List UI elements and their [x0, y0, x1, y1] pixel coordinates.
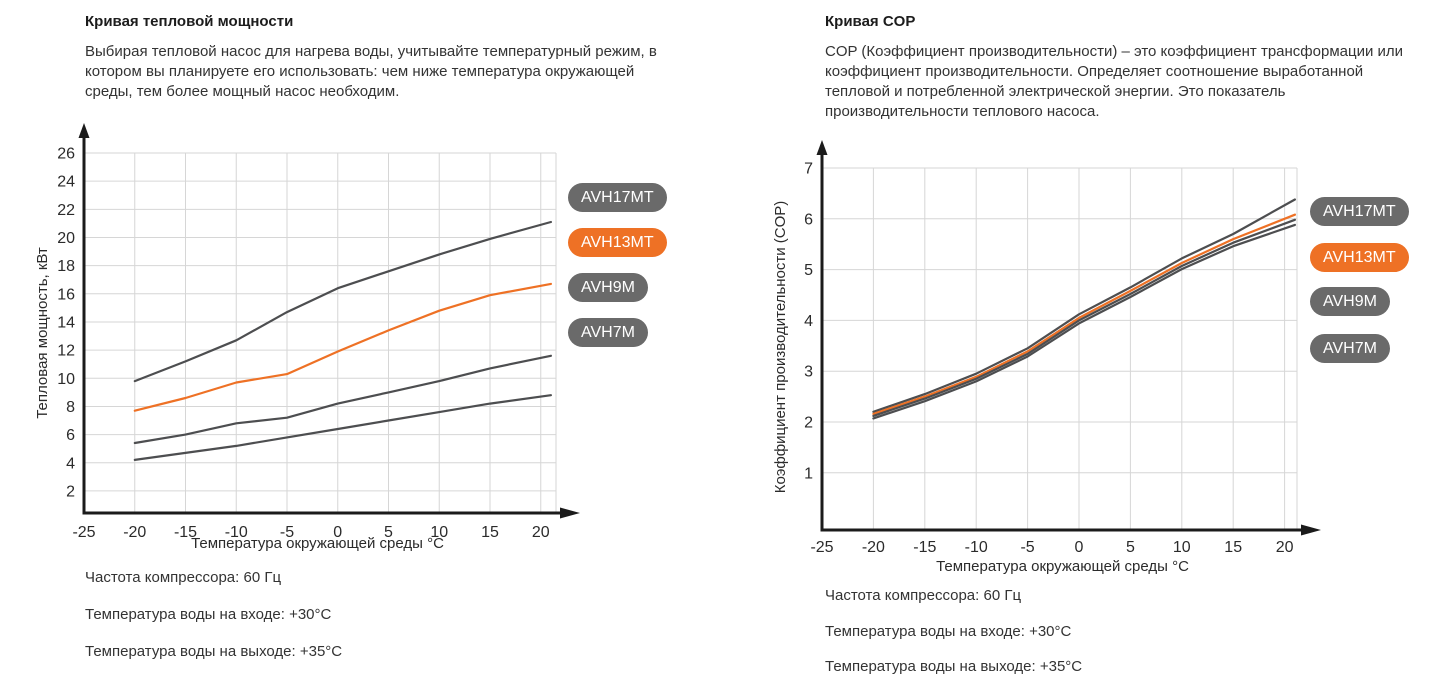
x-axis-arrow-icon: [1301, 524, 1321, 536]
y-tick-label: 6: [804, 211, 813, 228]
curve-avh17mt: [133, 220, 553, 383]
y-tick-label: 1: [804, 465, 813, 482]
tick-labels: -25 -20 -15 -10 -5 0 5 10 15 20 1 2 3 4 5 6 7: [804, 161, 1294, 557]
heat-power-chart-title: Кривая тепловой мощности: [85, 13, 294, 30]
y-tick-label: 4: [804, 313, 813, 330]
heat-power-x-axis-label: Температура окружающей среды °C: [191, 535, 444, 552]
cop-x-axis-label: Температура окружающей среды °C: [936, 558, 1189, 575]
x-tick-label: 10: [430, 524, 448, 541]
y-tick-label: 26: [57, 146, 75, 163]
heat-power-line-chart: -25 -20 -15 -10 -5 0 5 10 15 20246810121416182022…: [34, 123, 580, 542]
curve-avh13mt: [872, 213, 1297, 415]
y-tick-label: 22: [57, 202, 75, 219]
x-tick-label: -25: [810, 539, 833, 556]
y-axis-label: Коэффициент производительности (COP): [772, 201, 789, 494]
x-tick-label: -10: [965, 539, 988, 556]
note-water-inlet-temp-left: Температура воды на входе: +30°C: [85, 606, 332, 623]
heat-power-chart-description: Выбирая тепловой насос для нагрева воды,…: [85, 43, 657, 100]
y-tick-label: 10: [57, 371, 75, 388]
x-tick-label: -20: [123, 524, 146, 541]
y-tick-label: 5: [804, 262, 813, 279]
legend-pill-avh13mt: AVH13MT: [1310, 243, 1409, 272]
legend-pill-avh17mt: AVH17MT: [1310, 197, 1409, 226]
y-tick-label: 20: [57, 230, 75, 247]
x-tick-label: 15: [481, 524, 499, 541]
y-axis-arrow-icon: [78, 123, 90, 138]
legend-pill-avh9m: AVH9M: [568, 273, 648, 302]
x-tick-label: -20: [862, 539, 885, 556]
x-tick-label: 20: [1276, 539, 1294, 556]
y-tick-label: 24: [57, 174, 75, 191]
note-compressor-frequency-right: Частота компрессора: 60 Гц: [825, 587, 1022, 604]
x-tick-label: 15: [1224, 539, 1242, 556]
curve-avh7m: [872, 223, 1297, 420]
y-tick-label: 3: [804, 364, 813, 381]
legend-pill-avh17mt: AVH17MT: [568, 183, 667, 212]
legend-pill-avh7m: AVH7M: [568, 318, 648, 347]
cop-chart-description: COP (Коэффициент производительности) – э…: [825, 43, 1403, 120]
y-tick-label: 4: [66, 455, 75, 472]
legend-pill-avh13mt: AVH13MT: [568, 228, 667, 257]
curve-avh17mt: [872, 198, 1297, 413]
curve-avh9m: [133, 354, 553, 445]
y-tick-label: 16: [57, 286, 75, 303]
x-tick-label: -5: [1020, 539, 1034, 556]
note-water-outlet-temp-left: Температура воды на выходе: +35°C: [85, 643, 343, 660]
x-tick-label: -15: [174, 524, 197, 541]
cop-chart-title: Кривая COP: [825, 13, 916, 30]
y-axis-arrow-icon: [816, 140, 828, 155]
curve-avh9m: [872, 218, 1297, 417]
y-tick-label: 7: [804, 161, 813, 178]
legend-pill-avh7m: AVH7M: [1310, 334, 1390, 363]
x-tick-label: -25: [72, 524, 95, 541]
grid-lines: [822, 167, 1298, 530]
y-axis-label: Тепловая мощность, кВт: [34, 247, 51, 419]
curve-avh7m: [133, 394, 553, 461]
x-tick-label: 10: [1173, 539, 1191, 556]
y-tick-label: 2: [804, 415, 813, 432]
axes: [82, 136, 564, 515]
y-tick-label: 12: [57, 343, 75, 360]
note-compressor-frequency-left: Частота компрессора: 60 Гц: [85, 569, 282, 586]
cop-line-chart: -25 -20 -15 -10 -5 0 5 10 15 20 1 2 3 4 5 6 7 Коэффициент…: [772, 140, 1321, 557]
y-tick-label: 8: [66, 399, 75, 416]
x-tick-label: 5: [1126, 539, 1135, 556]
note-water-inlet-temp-right: Температура воды на входе: +30°C: [825, 623, 1072, 640]
y-tick-label: 14: [57, 314, 75, 331]
y-tick-label: 2: [66, 483, 75, 500]
x-tick-label: 0: [333, 524, 342, 541]
tick-labels: -25 -20 -15 -10 -5 0 5 10 15 20246810121416182022…: [57, 146, 550, 542]
x-tick-label: 0: [1075, 539, 1084, 556]
x-tick-label: 5: [384, 524, 393, 541]
x-tick-label: 20: [532, 524, 550, 541]
y-tick-label: 6: [66, 427, 75, 444]
y-tick-label: 18: [57, 258, 75, 275]
curve-avh13mt: [133, 282, 553, 412]
grid-lines: [84, 152, 557, 513]
x-axis-arrow-icon: [560, 507, 580, 519]
note-water-outlet-temp-right: Температура воды на выходе: +35°C: [825, 658, 1083, 675]
x-tick-label: -10: [225, 524, 248, 541]
axes: [820, 153, 1305, 532]
x-tick-label: -15: [913, 539, 936, 556]
x-tick-label: -5: [280, 524, 294, 541]
legend-pill-avh9m: AVH9M: [1310, 287, 1390, 316]
